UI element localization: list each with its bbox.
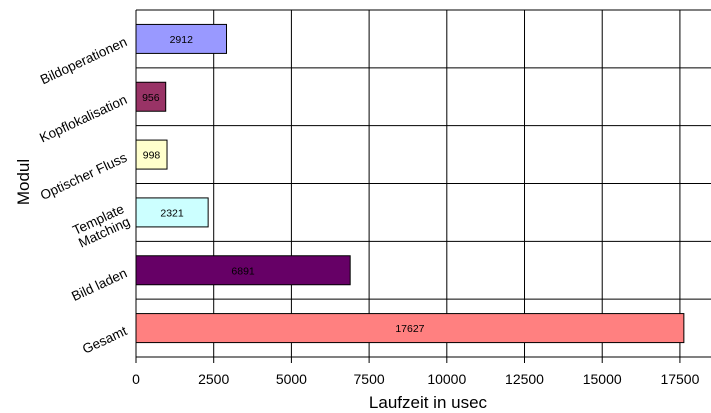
bar — [135, 255, 351, 286]
category-labels: BildoperationenKopflokalisationOptischer… — [37, 34, 132, 357]
x-tick-label: 15000 — [583, 371, 622, 387]
data-label: 2321 — [160, 207, 184, 219]
data-label: 2912 — [170, 34, 194, 46]
data-label: 17627 — [395, 323, 424, 335]
category-label: Kopflokalisation — [37, 92, 129, 146]
bar — [135, 81, 167, 112]
x-tick-label: 7500 — [354, 371, 385, 387]
grid-lines — [135, 9, 711, 363]
category-label: Bild laden — [69, 265, 129, 304]
category-label: Gesamt — [80, 323, 129, 357]
category-label-line: Gesamt — [80, 323, 129, 357]
x-axis-title: Laufzeit in usec — [369, 393, 488, 412]
x-tick-labels: 0 2500 5000 7500 10000 12500 15000 17500 — [132, 371, 699, 387]
bar — [135, 197, 209, 228]
category-label: Optischer Fluss — [38, 150, 130, 203]
y-axis-title: Modul — [14, 159, 33, 205]
data-label: 998 — [143, 150, 161, 162]
category-label-line: Bild laden — [69, 265, 129, 304]
category-label-line: Bildoperationen — [38, 34, 129, 87]
bar — [135, 313, 685, 344]
data-labels: 2912 956 998 2321 6891 17627 — [142, 34, 425, 335]
category-label: Bildoperationen — [38, 34, 129, 87]
category-label: TemplateMatching — [70, 201, 132, 250]
category-label-line: Optischer Fluss — [38, 150, 130, 203]
x-tick-label: 12500 — [505, 371, 544, 387]
x-tick-label: 5000 — [276, 371, 307, 387]
data-label: 6891 — [231, 265, 255, 277]
bar — [135, 139, 168, 170]
x-tick-label: 2500 — [198, 371, 229, 387]
data-label: 956 — [142, 92, 160, 104]
bars — [135, 23, 685, 344]
bar — [135, 23, 228, 54]
x-tick-label: 10000 — [427, 371, 466, 387]
x-tick-label: 0 — [132, 371, 140, 387]
x-tick-label: 17500 — [660, 371, 699, 387]
category-label-line: Kopflokalisation — [37, 92, 129, 146]
